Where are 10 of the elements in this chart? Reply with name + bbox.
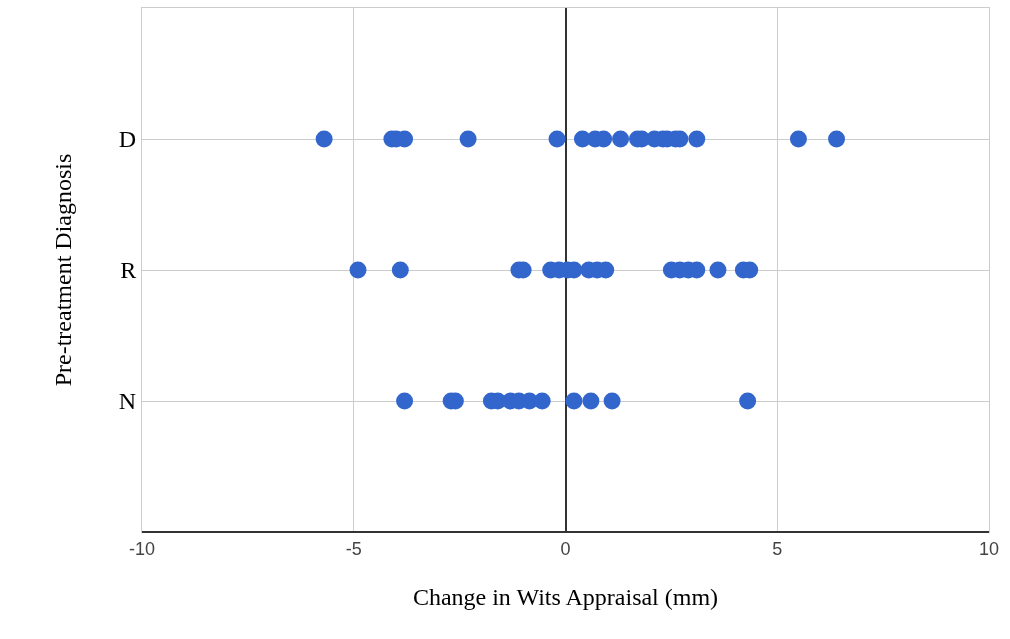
y-tick-label: R bbox=[120, 257, 137, 284]
x-tick-label: 5 bbox=[772, 538, 783, 559]
x-axis-title: Change in Wits Appraisal (mm) bbox=[412, 583, 719, 610]
x-tick-label: 0 bbox=[560, 538, 571, 559]
y-tick-label: N bbox=[118, 388, 137, 415]
x-tick-label: 10 bbox=[978, 538, 1000, 559]
y-axis-title: Pre-treatment Diagnosis bbox=[49, 153, 76, 387]
x-tick-label: -5 bbox=[345, 538, 362, 559]
x-tick-label: -10 bbox=[128, 538, 156, 559]
y-tick-label: D bbox=[118, 126, 137, 153]
